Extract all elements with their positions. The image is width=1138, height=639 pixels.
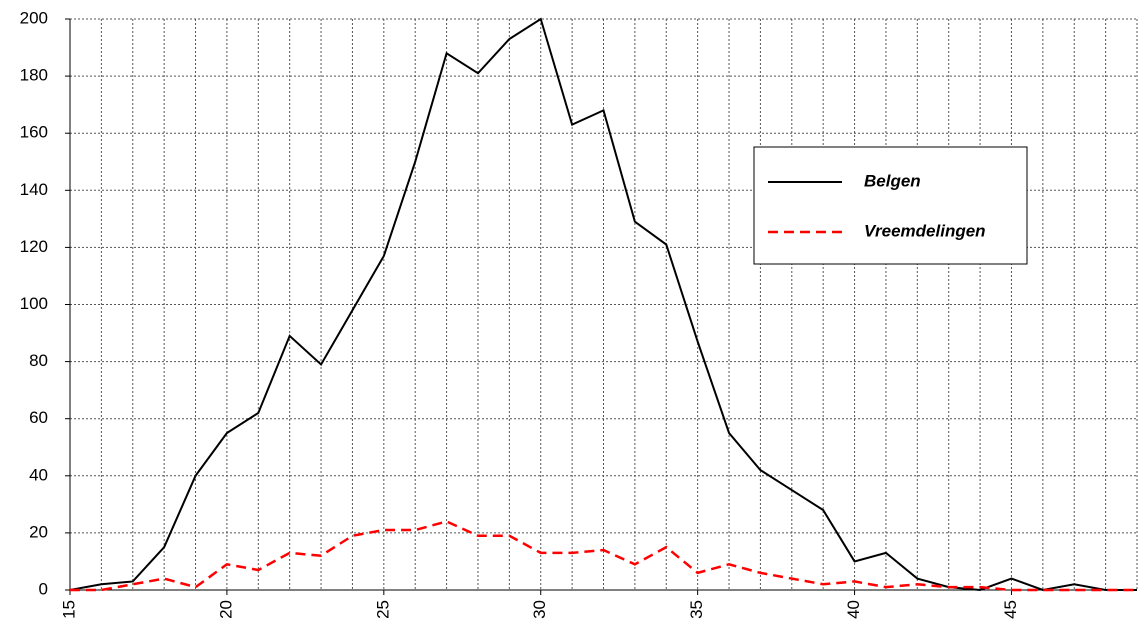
y-tick-label: 40 bbox=[29, 465, 48, 484]
y-tick-label: 120 bbox=[20, 237, 48, 256]
series-line bbox=[69, 17, 1137, 592]
x-tick-label: 45 bbox=[1001, 600, 1020, 619]
legend-box bbox=[753, 146, 1028, 265]
legend-label: Belgen bbox=[864, 171, 921, 190]
legend: Belgen Vreemdelingen bbox=[753, 146, 1028, 265]
legend-label: Vreemdelingen bbox=[864, 221, 986, 240]
y-tick-label: 20 bbox=[29, 522, 48, 541]
y-tick-label: 180 bbox=[20, 66, 48, 85]
x-tick-label: 15 bbox=[59, 600, 78, 619]
y-tick-label: 0 bbox=[39, 579, 48, 598]
y-tick-label: 100 bbox=[20, 294, 48, 313]
x-tick-label: 40 bbox=[844, 600, 863, 619]
y-tick-label: 160 bbox=[20, 123, 48, 142]
y-tick-label: 140 bbox=[20, 180, 48, 199]
series-line bbox=[70, 520, 1137, 592]
x-tick-label: 25 bbox=[373, 600, 392, 619]
x-tick-label: 20 bbox=[216, 600, 235, 619]
y-tick-label: 200 bbox=[20, 8, 48, 27]
x-tick-label: 35 bbox=[687, 600, 706, 619]
x-tick-label: 30 bbox=[530, 600, 549, 619]
y-tick-label: 60 bbox=[29, 408, 48, 427]
y-tick-label: 80 bbox=[29, 351, 48, 370]
